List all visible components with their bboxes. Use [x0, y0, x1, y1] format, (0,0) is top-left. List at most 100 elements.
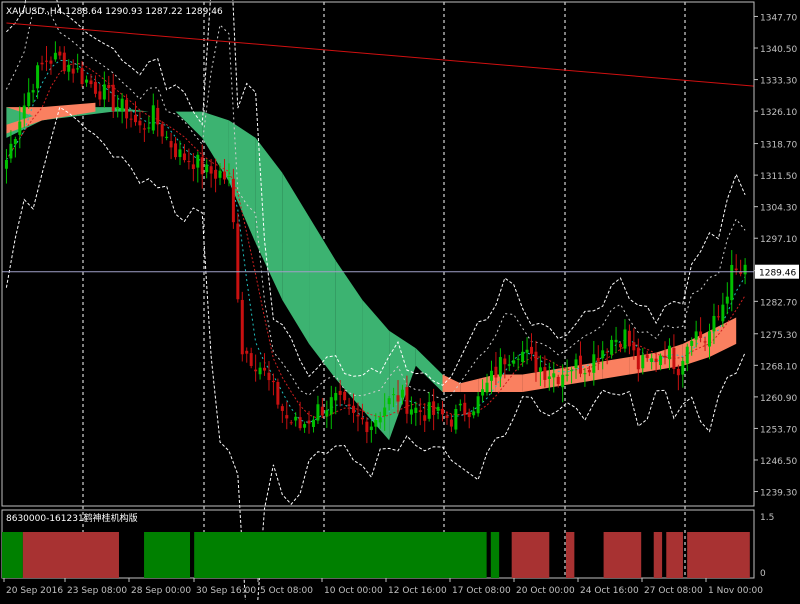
candle: [116, 106, 120, 110]
candle: [187, 161, 191, 163]
candle: [289, 422, 293, 424]
candle: [58, 51, 62, 56]
candle: [107, 84, 111, 89]
main-pane-frame: [1, 1, 755, 507]
candle: [427, 402, 431, 419]
candle: [85, 79, 89, 83]
trendline[interactable]: [6, 22, 755, 87]
price-tick-label: 1282.70: [760, 298, 797, 308]
candle: [191, 164, 195, 169]
candle: [672, 347, 676, 370]
candle: [610, 339, 614, 355]
candle: [694, 331, 698, 340]
candle: [316, 404, 320, 421]
candle: [334, 392, 338, 401]
time-tick-label: 20 Oct 00:00: [516, 586, 575, 596]
cloud-segment: [442, 374, 461, 393]
current-price-badge-bg: [755, 264, 799, 279]
candle: [489, 370, 493, 381]
time-tick-label: 1 Nov 00:00: [708, 586, 763, 596]
candle: [374, 420, 378, 427]
chart-header: XAUUSD.,H4 1288.64 1290.93 1287.22 1289.…: [6, 7, 223, 17]
candle: [587, 369, 591, 373]
candle: [592, 354, 596, 373]
candle: [445, 415, 449, 418]
indicator-bar: [490, 532, 500, 578]
price-tick-label: 1239.30: [760, 489, 797, 499]
indicator-bar: [511, 532, 550, 578]
time-tick-label: 5 Oct 08:00: [260, 586, 313, 596]
candle: [49, 60, 53, 64]
candle: [547, 376, 551, 379]
indicator-scale-max: 1.5: [760, 513, 774, 523]
candle: [454, 409, 458, 430]
candle: [142, 128, 146, 130]
candle: [125, 99, 129, 119]
candle: [463, 402, 467, 415]
candle: [574, 359, 578, 369]
candle: [685, 346, 689, 364]
candle: [44, 60, 48, 62]
indicator-bar: [22, 532, 119, 578]
candle: [156, 107, 160, 125]
candle: [392, 394, 396, 396]
candle: [263, 367, 267, 371]
cloud-segment: [415, 348, 443, 393]
candle: [467, 412, 471, 418]
price-tick-label: 1297.10: [760, 235, 797, 245]
candle: [516, 358, 520, 360]
candle: [356, 414, 360, 417]
indicator-label: 8630000-161231鹤神桂机构版: [6, 512, 138, 524]
candle: [320, 406, 324, 416]
price-tick-label: 1333.30: [760, 77, 797, 87]
cloud-segment: [362, 300, 390, 441]
candle: [151, 105, 155, 131]
candle: [178, 149, 182, 158]
candle: [538, 367, 542, 372]
candle: [614, 339, 618, 343]
candle: [690, 341, 694, 346]
candle: [53, 52, 57, 60]
candle: [534, 351, 538, 373]
indicator-bar: [194, 532, 487, 578]
candle: [418, 410, 422, 412]
candle: [214, 169, 218, 179]
grid: [82, 2, 686, 578]
candle: [102, 84, 106, 100]
candle: [174, 143, 178, 158]
candle: [236, 223, 240, 300]
candle: [481, 389, 485, 396]
candle: [196, 154, 200, 168]
candle: [254, 369, 258, 372]
candle: [556, 376, 560, 385]
candle: [432, 401, 436, 415]
time-tick-label: 23 Sep 08:00: [67, 586, 127, 596]
candle: [543, 367, 547, 380]
candle: [703, 341, 707, 343]
candle: [716, 316, 720, 318]
candle: [503, 358, 507, 365]
candle: [681, 360, 685, 375]
candle: [329, 397, 333, 415]
candle: [71, 68, 75, 74]
candle: [641, 354, 645, 369]
candle: [249, 353, 253, 366]
current-price-label: 1289.46: [759, 269, 796, 279]
candle: [552, 373, 556, 378]
candle: [267, 372, 271, 381]
candle: [414, 407, 418, 413]
time-tick-label: 30 Sep 16:00: [196, 586, 256, 596]
candle: [182, 153, 186, 161]
ohlc-label: 1288.64 1290.93 1287.22 1289.46: [65, 7, 223, 17]
time-tick-label: 10 Oct 00:00: [324, 586, 383, 596]
candle: [659, 355, 663, 366]
candle: [472, 411, 476, 416]
price-tick-label: 1253.70: [760, 425, 797, 435]
candle: [632, 342, 636, 351]
candles: [4, 41, 747, 444]
indicator-bar: [2, 532, 23, 578]
candle: [565, 374, 569, 376]
candle: [645, 354, 649, 359]
